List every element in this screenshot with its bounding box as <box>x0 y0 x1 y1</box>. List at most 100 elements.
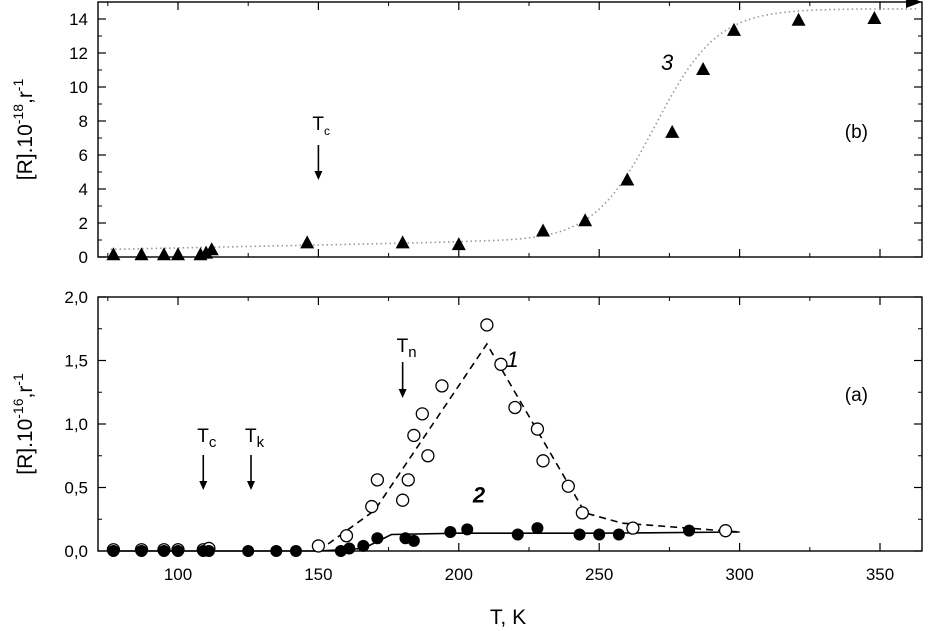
data-point-1 <box>530 422 545 436</box>
data-point-3 <box>451 237 466 251</box>
y-label-unit: ,r <box>14 386 37 399</box>
panel-b: 0 2 4 6 8 10 12 14 [R].10-18,r-1 Tc 3 (b) <box>10 0 923 267</box>
data-point-2 <box>612 528 625 541</box>
data-point-2 <box>357 539 370 552</box>
plot-frame <box>97 296 923 552</box>
data-point-2 <box>444 525 457 538</box>
fit-line-1 <box>317 342 740 552</box>
data-point-2 <box>407 534 420 547</box>
x-tick-label: 250 <box>585 565 613 584</box>
data-point-1 <box>435 379 449 393</box>
y-label-base: [R].10 <box>14 419 37 475</box>
y-label-unit-exponent: -1 <box>10 79 26 92</box>
curve-label-1: 1 <box>507 347 519 372</box>
data-point-1 <box>370 473 385 487</box>
data-point-3 <box>726 22 741 36</box>
data-point-1 <box>718 524 733 538</box>
data-point-2 <box>157 545 170 557</box>
data-point-2 <box>573 528 586 541</box>
data-point-3 <box>791 12 806 26</box>
curve-label-3: 3 <box>661 50 674 75</box>
data-point-2 <box>343 542 356 555</box>
data-point-3 <box>395 235 410 249</box>
data-point-1 <box>415 407 429 421</box>
data-point-1 <box>480 318 494 332</box>
data-point-1 <box>339 529 354 543</box>
data-point-3 <box>171 247 185 261</box>
y-tick-label: 2,0 <box>64 288 88 307</box>
data-point-3 <box>199 245 214 259</box>
data-point-2 <box>107 545 120 557</box>
label-sub: n <box>408 344 416 361</box>
y-tick-label: 14 <box>69 10 88 29</box>
data-point-2 <box>270 545 283 557</box>
data-point-1 <box>401 473 415 487</box>
data-point-3 <box>867 11 882 24</box>
data-point-1 <box>407 428 421 443</box>
y-label-base: [R].10 <box>14 124 37 180</box>
y-tick-label: 10 <box>69 78 88 97</box>
fit-curve-3 <box>110 8 920 251</box>
data-point-2 <box>371 532 384 545</box>
label-sub: c <box>209 434 217 451</box>
arrowhead-c <box>199 481 208 490</box>
label-main: T <box>397 336 409 357</box>
data-point-1 <box>395 493 410 507</box>
y-label-exponent: -16 <box>10 398 26 418</box>
y-label-exponent: -18 <box>10 104 26 124</box>
data-point-2 <box>202 545 215 557</box>
axis-arrowhead <box>906 0 922 8</box>
y-tick-label: 0,0 <box>64 542 88 561</box>
x-tick-label: 150 <box>304 565 332 584</box>
data-point-3 <box>578 213 593 227</box>
y-tick-label: 2 <box>79 214 88 233</box>
data-point-1 <box>561 479 575 493</box>
panel-a: 100 150 200 250 300 3500,00,51,01,52,0[R].10-… <box>10 288 923 584</box>
data-point-3 <box>665 124 680 138</box>
y-tick-label: 8 <box>79 112 88 131</box>
data-point-1 <box>421 449 435 463</box>
data-point-2 <box>683 524 696 537</box>
data-point-2 <box>511 528 524 541</box>
y-tick-label: 6 <box>79 146 88 165</box>
label-tc: Tc <box>312 114 330 138</box>
label-main: T <box>245 426 257 447</box>
label-main: T <box>312 114 324 135</box>
data-point-1 <box>365 499 379 514</box>
data-point-2 <box>242 545 255 557</box>
label-tn: Tn <box>397 336 417 361</box>
y-tick-label: 4 <box>79 180 88 199</box>
label-tc: Tc <box>197 426 217 451</box>
y-label-unit: ,r <box>14 91 37 104</box>
label-tk: Tk <box>245 426 265 451</box>
data-point-3 <box>106 247 121 261</box>
panel-label: (b) <box>845 122 868 143</box>
arrowhead-n <box>398 389 407 398</box>
x-tick-label: 200 <box>445 565 473 584</box>
data-point-1 <box>508 400 522 415</box>
data-point-3 <box>620 172 635 186</box>
y-tick-label: 1,5 <box>64 352 88 371</box>
data-point-3 <box>134 247 149 261</box>
data-point-1 <box>494 357 508 371</box>
x-axis-label: T, K <box>490 606 526 629</box>
y-axis-label: [R].10-16,r-1 <box>10 373 37 475</box>
data-point-2 <box>531 522 544 535</box>
y-axis-label: [R].10-18,r-1 <box>10 79 37 181</box>
data-point-1 <box>311 539 326 553</box>
y-tick-label: 12 <box>69 44 88 63</box>
y-label-unit-exponent: -1 <box>10 373 26 386</box>
panel-label: (a) <box>845 385 868 406</box>
label-sub: k <box>257 434 265 451</box>
data-point-3 <box>300 235 315 249</box>
data-point-3 <box>156 247 171 261</box>
label-sub: c <box>324 124 330 138</box>
curve-label-2: 2 <box>472 483 486 508</box>
data-point-3 <box>696 62 711 75</box>
label-main: T <box>197 426 209 447</box>
data-point-1 <box>575 506 590 520</box>
x-tick-label: 300 <box>725 565 753 584</box>
data-point-3 <box>536 223 551 237</box>
data-point-2 <box>172 545 184 557</box>
